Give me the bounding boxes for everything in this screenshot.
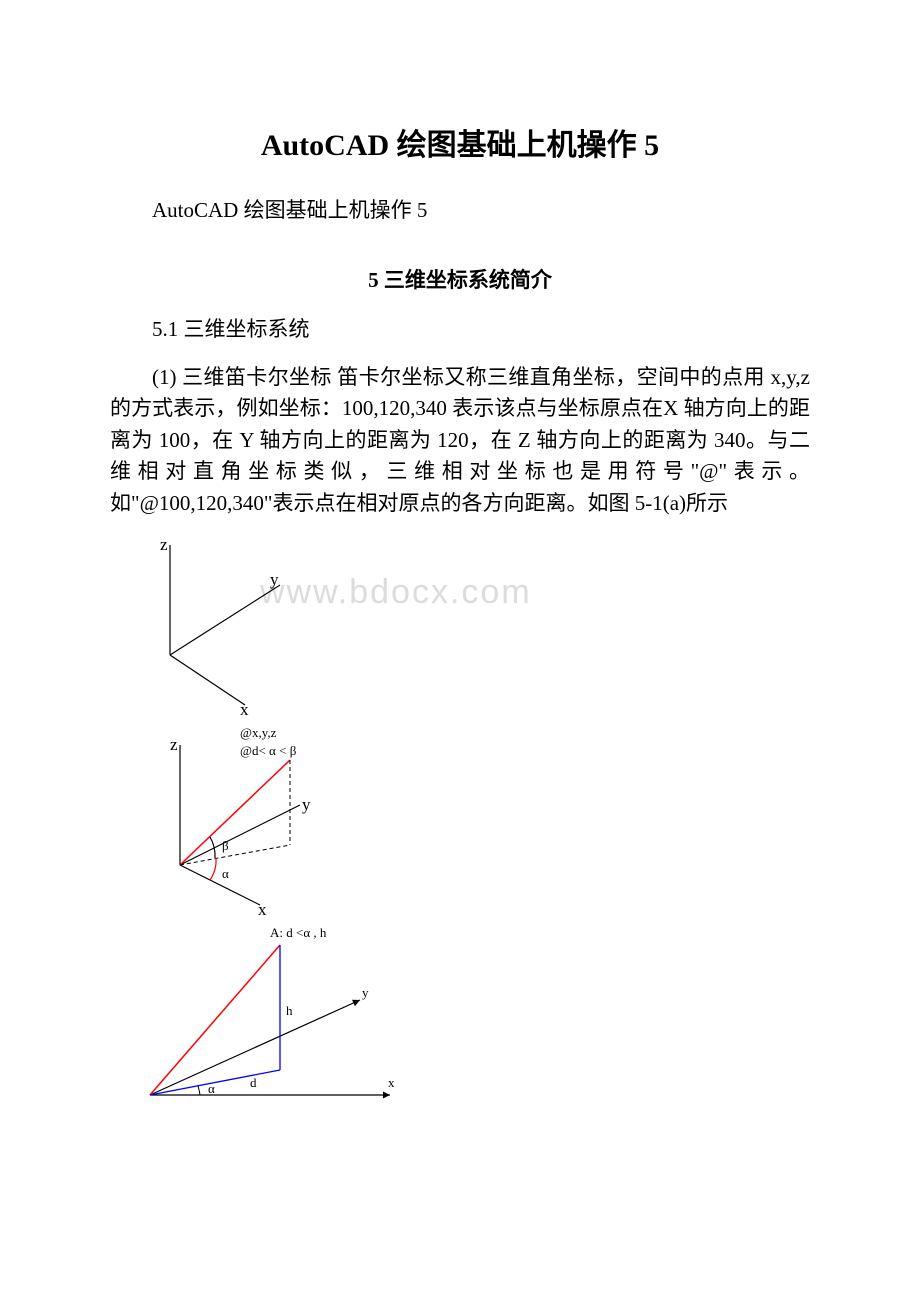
svg-text:z: z (170, 735, 178, 754)
diagram-c-cylindrical: x y α A: d <α , h h d (110, 915, 410, 1115)
svg-text:α: α (208, 1081, 215, 1096)
svg-text:y: y (270, 570, 279, 589)
svg-text:y: y (302, 795, 311, 814)
svg-text:β: β (222, 838, 229, 853)
svg-text:A: d <α , h: A: d <α , h (270, 925, 327, 940)
svg-text:d: d (250, 1075, 257, 1090)
svg-text:@x,y,z: @x,y,z (240, 725, 277, 740)
svg-text:y: y (362, 985, 369, 1000)
subtitle-text: AutoCAD 绘图基础上机操作 5 (110, 194, 810, 224)
svg-text:@d< α < β: @d< α < β (240, 743, 297, 758)
svg-text:x: x (258, 900, 267, 915)
diagram-b-spherical: z y x αβ @x,y,z @d< α < β (110, 715, 370, 915)
page-title: AutoCAD 绘图基础上机操作 5 (110, 120, 810, 164)
svg-text:x: x (388, 1075, 395, 1090)
body-paragraph: (1) 三维笛卡尔坐标 笛卡尔坐标又称三维直角坐标，空间中的点用 x,y,z 的… (110, 362, 810, 520)
svg-text:h: h (286, 1003, 293, 1018)
diagram-a-axes: z y x (110, 535, 330, 715)
section-label: 5.1 三维坐标系统 (110, 314, 810, 346)
svg-text:x: x (240, 700, 249, 715)
diagrams-container: www.bdocx.com zyx zyxαβ@x,y,z@d< α < β x… (110, 535, 810, 1115)
svg-text:z: z (160, 535, 168, 554)
svg-text:α: α (222, 866, 229, 881)
section-heading: 5 三维坐标系统简介 (110, 264, 810, 294)
